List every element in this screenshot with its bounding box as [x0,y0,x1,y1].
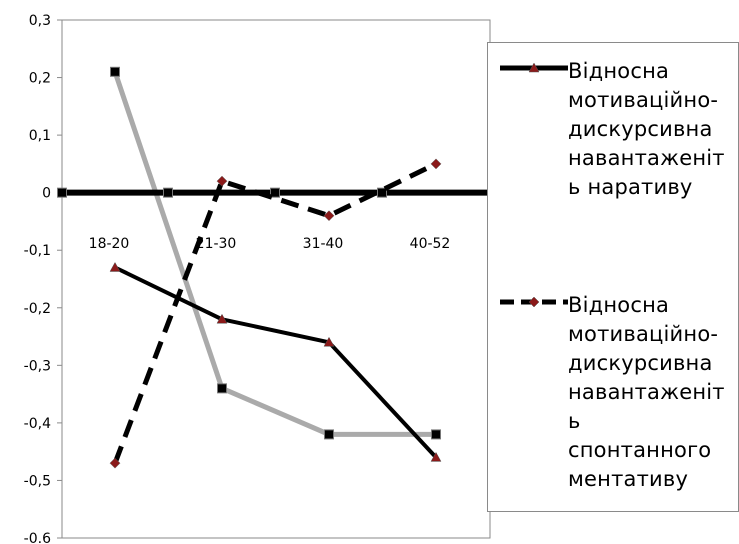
data-point-square [324,429,334,440]
legend-symbol [500,296,568,308]
label-layer: 0,3 0,2 0,1 0 -0,1 -0,2 -0,3 -0,4 -0,5 -0.6 18-20 2… [24,13,451,544]
legend-label-line: ь [568,409,581,433]
data-point-triangle [323,336,335,347]
data-point-square [163,187,173,198]
series-1 [109,158,442,469]
y-tick-label: -0.6 [24,531,51,544]
series-line [112,161,438,465]
series-3 [57,187,490,198]
data-point-triangle [216,313,228,324]
legend-label-line: навантаженіт [568,380,725,404]
y-tick-label: -0,3 [24,358,51,374]
data-point-square [431,429,441,440]
legend-label: Відносна мотиваційно-дискурсивна навантаже… [568,57,738,202]
legend-label-line: спонтанного [568,438,712,462]
legend-label-line: Відносна [568,293,670,317]
data-point-diamond [528,296,540,308]
x-tick-label: 40-52 [410,236,451,252]
y-tick-label: -0,5 [24,473,51,489]
series-line [112,70,436,437]
legend: Відносна мотиваційно-дискурсивна навантаже… [487,42,739,512]
x-tick-label: 31-40 [303,236,344,252]
series-line [114,265,438,459]
data-point-square [110,66,120,77]
data-point-square [217,383,227,394]
data-point-diamond [109,457,121,469]
legend-label-line: дискурсивна [568,351,713,375]
data-point-square [57,187,67,198]
y-tick-label: -0,4 [24,416,51,432]
legend-label-line: мотиваційно- [568,322,719,346]
legend-label: Відносна мотиваційно-дискурсивна навантаже… [568,291,738,494]
data-point-diamond [323,210,335,222]
y-tick-label: 0 [42,186,51,202]
data-point-diamond [430,158,442,170]
legend-label-line: дискурсивна [568,117,713,141]
y-tick-label: 0,3 [29,13,51,29]
series-layer [57,66,490,469]
legend-symbol [500,62,568,73]
legend-label-line: ментативу [568,467,689,491]
data-point-square [377,187,387,198]
x-tick-label: 18-20 [89,236,130,252]
data-point-diamond [216,175,228,187]
legend-label-line: ь наративу [568,175,693,199]
data-point-triangle [430,451,442,462]
y-tick-label: -0,2 [24,301,51,317]
y-tick-label: 0,1 [29,128,51,144]
data-point-triangle [528,62,540,73]
legend-label-line: Відносна [568,59,670,83]
legend-label-line: навантаженіт [568,146,725,170]
series-0 [109,261,442,462]
x-tick-label: 21-30 [196,236,237,252]
legend-label-line: мотиваційно- [568,88,719,112]
series-2 [110,66,441,440]
data-point-square [270,187,280,198]
y-tick-label: 0,2 [29,71,51,87]
y-tick-label: -0,1 [24,243,51,259]
data-point-triangle [109,261,121,272]
